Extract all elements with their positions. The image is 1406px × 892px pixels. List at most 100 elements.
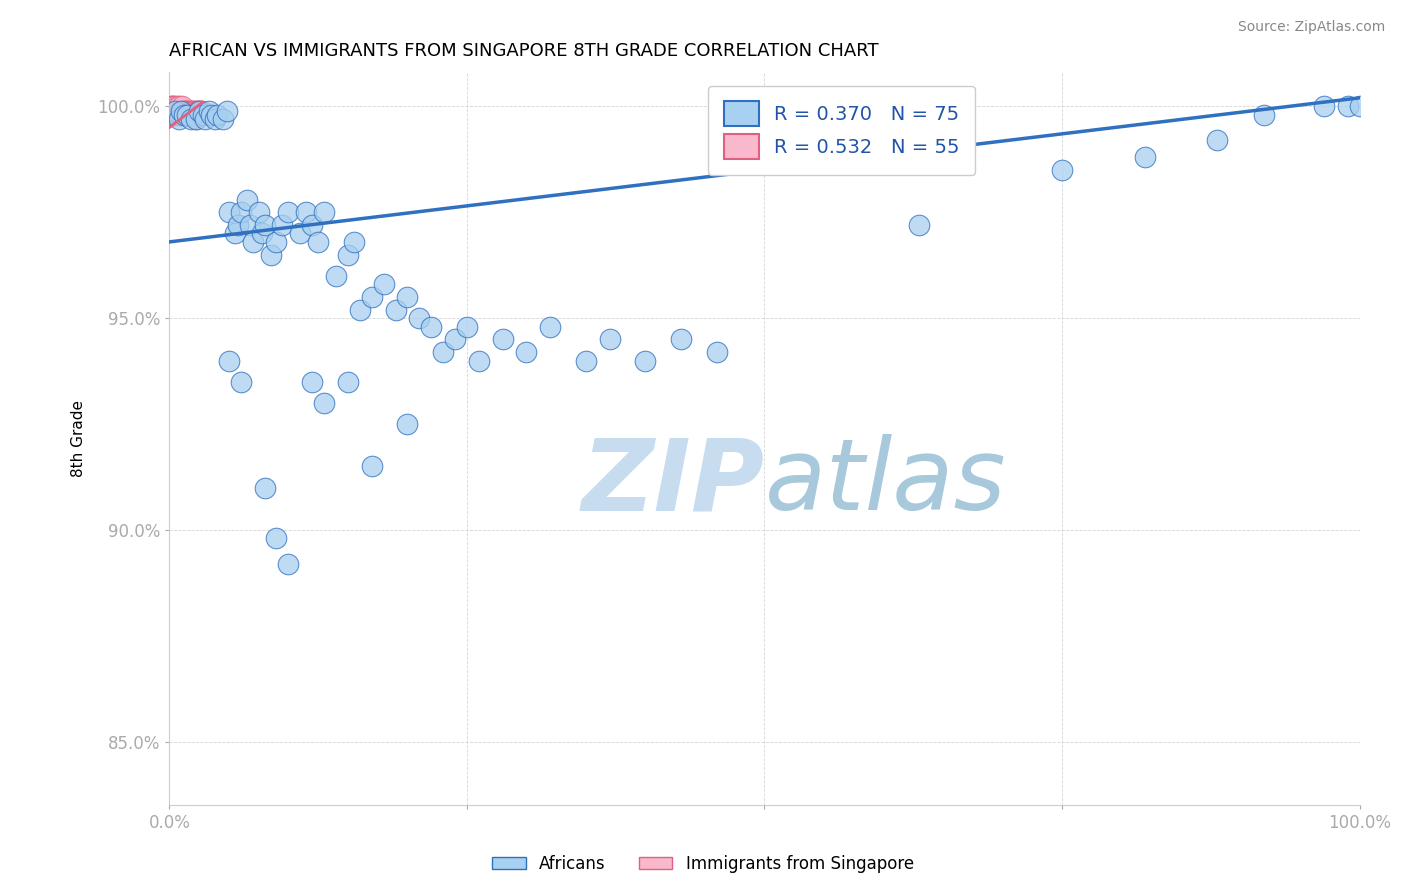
Point [184,108,207,122]
Point [420,319,443,334]
Point [172,99,194,113]
Point [396,417,419,431]
Point [200,108,222,122]
Point [266,532,288,546]
Point [173,108,195,122]
Point [1336,99,1358,113]
Point [184,112,207,126]
Point [159,99,181,113]
Point [242,235,264,249]
Point [259,247,281,261]
Point [314,396,336,410]
Point [349,302,371,317]
Text: Source: ZipAtlas.com: Source: ZipAtlas.com [1237,20,1385,34]
Point [205,108,228,122]
Point [167,112,190,126]
Point [228,218,250,232]
Y-axis label: 8th Grade: 8th Grade [72,401,86,477]
Point [575,353,598,368]
Point [253,481,276,495]
Point [170,108,193,122]
Point [325,268,347,283]
Text: ZIP: ZIP [582,434,765,532]
Point [239,218,262,232]
Point [253,218,276,232]
Point [181,103,204,118]
Point [174,108,197,122]
Point [336,375,359,389]
Point [162,103,184,118]
Point [432,345,454,359]
Point [166,103,188,118]
Point [336,247,359,261]
Point [188,103,211,118]
Point [266,235,288,249]
Point [177,108,200,122]
Point [162,99,184,113]
Point [163,99,186,113]
Point [235,193,257,207]
Point [468,353,491,368]
Text: atlas: atlas [765,434,1007,532]
Point [183,108,205,122]
Point [165,108,187,122]
Point [408,311,430,326]
Point [179,108,201,122]
Legend: R = 0.370   N = 75, R = 0.532   N = 55: R = 0.370 N = 75, R = 0.532 N = 55 [709,86,976,175]
Point [173,103,195,118]
Point [669,332,692,346]
Point [212,112,235,126]
Point [229,205,252,219]
Point [301,375,323,389]
Point [177,103,200,118]
Point [173,108,195,122]
Point [250,227,273,241]
Point [170,103,193,118]
Point [188,108,211,122]
Point [247,205,270,219]
Point [174,103,197,118]
Point [444,332,467,346]
Point [194,112,217,126]
Text: AFRICAN VS IMMIGRANTS FROM SINGAPORE 8TH GRADE CORRELATION CHART: AFRICAN VS IMMIGRANTS FROM SINGAPORE 8TH… [169,42,879,60]
Point [295,205,318,219]
Point [173,103,195,118]
Point [163,103,186,118]
Point [538,319,561,334]
Point [187,103,209,118]
Point [186,108,208,122]
Point [218,205,240,219]
Point [277,205,299,219]
Point [1205,133,1227,147]
Point [188,108,211,122]
Point [180,108,202,122]
Point [176,108,198,122]
Point [181,103,204,118]
Point [360,459,382,474]
Point [188,103,211,118]
Point [634,353,657,368]
Point [173,108,195,122]
Point [159,103,181,118]
Point [181,108,204,122]
Point [176,108,198,122]
Point [1253,108,1275,122]
Point [314,205,336,219]
Point [181,108,204,122]
Point [271,218,294,232]
Point [166,103,188,118]
Point [170,103,193,118]
Point [908,218,931,232]
Point [167,103,190,118]
Point [1135,150,1157,164]
Point [166,99,188,113]
Point [706,345,728,359]
Point [169,103,191,118]
Point [515,345,537,359]
Point [191,108,214,122]
Point [165,103,187,118]
Point [204,112,226,126]
Point [1313,99,1336,113]
Point [179,103,201,118]
Point [184,112,207,126]
